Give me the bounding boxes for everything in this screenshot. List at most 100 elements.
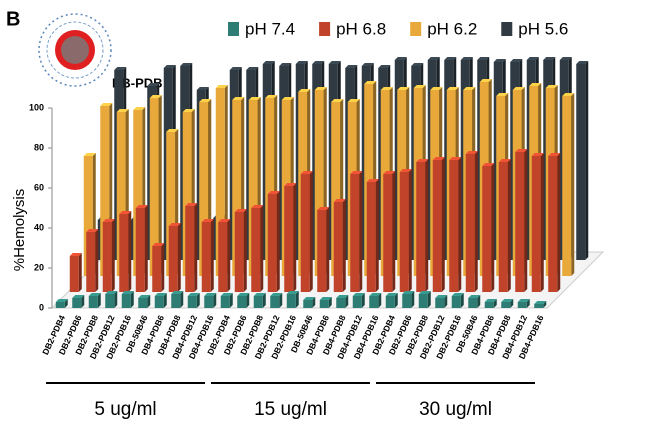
y-tick-label: 20 (34, 262, 44, 272)
bar (451, 296, 461, 308)
bar (402, 294, 412, 308)
bar-side (408, 169, 412, 292)
bar-top (300, 171, 313, 174)
bar-side (114, 291, 118, 308)
bar-side (507, 159, 511, 292)
bar (69, 256, 79, 292)
bar (86, 232, 96, 292)
bar-side (177, 223, 181, 292)
bar-top (402, 291, 415, 294)
bar-top (229, 67, 242, 70)
bar-side (312, 297, 316, 308)
bar-side (213, 293, 217, 308)
bar-top (246, 67, 259, 70)
bar-side (425, 159, 429, 292)
bar-top (262, 61, 275, 64)
bar (416, 162, 426, 292)
bar-top (451, 293, 464, 296)
bar-side (194, 203, 198, 292)
bar-top (114, 67, 127, 70)
bar (187, 296, 197, 308)
bar-top (427, 57, 440, 60)
legend-swatch (501, 22, 513, 36)
bar (314, 90, 324, 276)
bar (418, 294, 428, 308)
bar-side (246, 293, 250, 308)
bar-top (460, 57, 473, 60)
bar (237, 296, 247, 308)
bar (138, 298, 148, 308)
bar-top (180, 63, 193, 66)
legend-label: pH 6.2 (427, 19, 477, 38)
bar (562, 96, 572, 276)
bar-side (460, 293, 464, 308)
bar (350, 174, 360, 292)
bar-top (279, 63, 292, 66)
bar-top (413, 85, 426, 88)
bar-side (411, 291, 415, 308)
bar-side (295, 291, 299, 308)
bar (383, 174, 393, 292)
bar-top (559, 57, 572, 60)
bar-top (484, 299, 497, 302)
bar-top (369, 293, 382, 296)
bar (468, 298, 478, 308)
bar-top (501, 299, 514, 302)
bar-top (220, 293, 233, 296)
bar-side (394, 293, 398, 308)
bar (319, 300, 329, 308)
bar (105, 294, 115, 308)
bar (265, 98, 275, 276)
bar-top (253, 293, 266, 296)
bar-top (298, 89, 311, 92)
bar-top (72, 295, 85, 298)
bar-top (328, 61, 341, 64)
bar-side (444, 295, 448, 308)
bar-top (526, 57, 539, 60)
legend-label: pH 6.8 (336, 19, 386, 38)
bar-top (166, 129, 179, 132)
bar (133, 110, 143, 276)
bar (501, 302, 511, 308)
y-tick-label: 60 (34, 182, 44, 192)
bar-side (130, 291, 134, 308)
bar-top (204, 293, 217, 296)
bar-side (163, 293, 167, 308)
bar-side (458, 157, 462, 292)
bar-top (270, 293, 283, 296)
bar-side (328, 297, 332, 308)
bar-top (378, 65, 391, 68)
bar-side (144, 205, 148, 292)
bar-top (366, 179, 379, 182)
bar (531, 156, 541, 292)
bar (317, 210, 327, 292)
bar-top (215, 85, 228, 88)
bar-top (517, 299, 530, 302)
bar-top (154, 293, 167, 296)
bar-top (152, 243, 165, 246)
bar-top (548, 153, 561, 156)
bar (215, 88, 225, 276)
bar-top (267, 191, 280, 194)
bar-top (147, 83, 160, 86)
bar-side (262, 293, 266, 308)
bar-top (251, 205, 264, 208)
bar-side (378, 293, 382, 308)
bar (168, 226, 178, 292)
bar-side (359, 171, 363, 292)
bar-top (121, 291, 134, 294)
bar (484, 302, 494, 308)
bar-top (394, 57, 407, 60)
bar-top (449, 157, 462, 160)
bar-side (326, 207, 330, 292)
bar (72, 298, 82, 308)
bar-side (491, 163, 495, 292)
series (69, 149, 561, 292)
bar-top (88, 293, 101, 296)
bar (435, 298, 445, 308)
bar (185, 206, 195, 292)
bar-top (529, 83, 542, 86)
bar-top (336, 295, 349, 298)
bar-top (468, 295, 481, 298)
bar-top (515, 149, 528, 152)
